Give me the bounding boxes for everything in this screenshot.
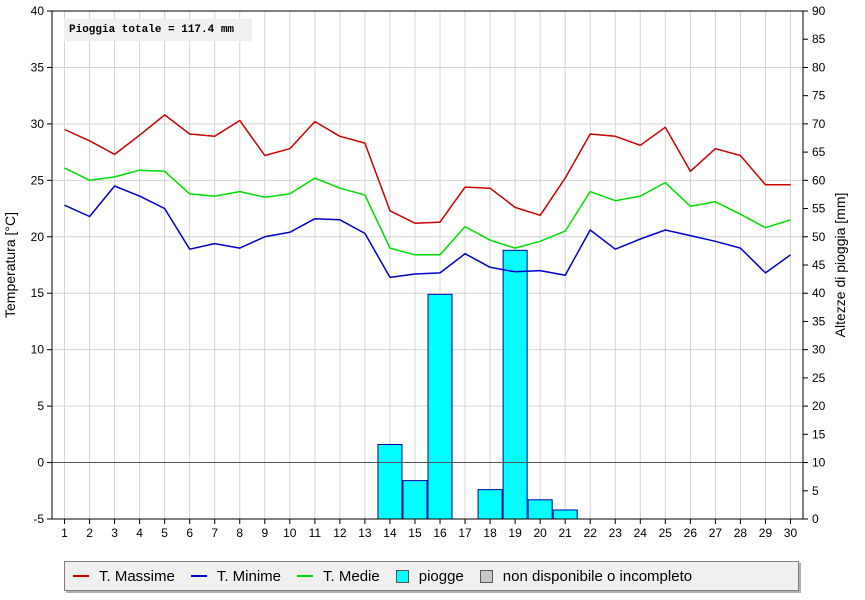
- x-tick-label: 22: [584, 526, 598, 540]
- legend-min-label: T. Minime: [216, 567, 282, 585]
- y-right-tick-label: 55: [812, 202, 826, 216]
- y-right-tick-label: 45: [812, 258, 826, 272]
- temperature-lines: [64, 114, 791, 279]
- y-right-tick-label: 5: [812, 484, 819, 498]
- y-right-tick-label: 20: [812, 399, 826, 413]
- rain-bar-day-19: [502, 249, 528, 520]
- x-tick-label: 2: [86, 526, 93, 540]
- y-right-tick-label: 25: [812, 371, 826, 385]
- x-tick-label: 4: [136, 526, 143, 540]
- x-tick-label: 17: [458, 526, 472, 540]
- rain-bar-day-18: [477, 489, 503, 520]
- y-left-tick-label: 0: [37, 456, 44, 470]
- legend-max-swatch: [73, 575, 89, 577]
- x-tick-label: 9: [261, 526, 268, 540]
- legend-missing-label: non disponibile o incompleto: [502, 567, 693, 585]
- legend-rain-swatch: [395, 569, 409, 583]
- x-tick-label: 20: [533, 526, 547, 540]
- legend-item-min: T. Minime: [190, 567, 282, 585]
- x-tick-label: 21: [559, 526, 573, 540]
- x-tick-label: 3: [111, 526, 118, 540]
- rain-bar-day-15: [402, 480, 428, 520]
- x-tick-label: 30: [784, 526, 798, 540]
- legend-rain-label: piogge: [418, 567, 464, 585]
- y-right-tick-label: 80: [812, 60, 826, 74]
- x-tick-label: 24: [634, 526, 648, 540]
- x-tick-label: 19: [508, 526, 522, 540]
- y-right-tick-label: 35: [812, 314, 826, 328]
- y-left-tick-label: 30: [31, 117, 45, 131]
- y-axis-right-label: Altezze di pioggia [mm]: [832, 193, 848, 338]
- total-rain-annotation: Pioggia totale = 117.4 mm: [64, 19, 252, 41]
- y-right-tick-label: 10: [812, 456, 826, 470]
- series-line-max: [64, 114, 791, 224]
- y-right-tick-label: 85: [812, 32, 826, 46]
- x-tick-label: 1: [61, 526, 68, 540]
- y-left-tick-label: 15: [31, 286, 45, 300]
- legend-mean-swatch: [297, 575, 314, 577]
- y-left-tick-label: 20: [31, 230, 45, 244]
- legend-max-label: T. Massime: [99, 567, 175, 585]
- rain-bar-day-16: [427, 293, 453, 520]
- y-left-tick-label: 10: [31, 343, 45, 357]
- legend-item-mean: T. Medie: [297, 568, 380, 585]
- x-tick-label: 25: [659, 526, 673, 540]
- axis-ticks: -505101520253035400510152025303540455055…: [31, 4, 826, 540]
- y-axis-left-label: Temperatura [°C]: [2, 212, 18, 318]
- y-left-tick-label: 35: [31, 60, 45, 74]
- legend-missing-swatch: [479, 569, 493, 583]
- y-left-tick-label: 40: [31, 4, 45, 18]
- legend-item-missing: non disponibile o incompleto: [479, 567, 693, 585]
- x-tick-label: 27: [709, 526, 723, 540]
- x-tick-label: 26: [684, 526, 698, 540]
- y-left-tick-label: -5: [33, 512, 44, 526]
- legend-item-rain: piogge: [395, 567, 464, 585]
- x-tick-label: 6: [186, 526, 193, 540]
- x-tick-label: 29: [759, 526, 773, 540]
- x-tick-label: 8: [236, 526, 243, 540]
- y-right-tick-label: 70: [812, 117, 826, 131]
- x-tick-label: 14: [383, 526, 397, 540]
- x-tick-label: 5: [161, 526, 168, 540]
- x-tick-label: 13: [358, 526, 372, 540]
- y-right-tick-label: 0: [812, 512, 819, 526]
- y-right-tick-label: 50: [812, 230, 826, 244]
- rain-bar-day-21: [552, 509, 578, 520]
- x-tick-label: 12: [333, 526, 347, 540]
- series-line-min: [64, 185, 791, 279]
- legend-min-swatch: [190, 575, 207, 577]
- x-tick-label: 16: [433, 526, 447, 540]
- y-right-tick-label: 40: [812, 286, 826, 300]
- y-right-tick-label: 30: [812, 343, 826, 357]
- x-tick-label: 11: [309, 526, 322, 540]
- rain-bar-day-20: [527, 499, 553, 520]
- rain-bar-day-14: [377, 443, 403, 520]
- x-tick-label: 15: [408, 526, 422, 540]
- y-left-tick-label: 5: [37, 399, 44, 413]
- rain-bars: [377, 249, 578, 520]
- x-tick-label: 7: [211, 526, 218, 540]
- legend-mean-label: T. Medie: [323, 567, 380, 585]
- x-tick-label: 18: [483, 526, 497, 540]
- legend-item-max: T. Massime: [73, 568, 175, 585]
- y-right-tick-label: 60: [812, 173, 826, 187]
- y-right-tick-label: 90: [812, 4, 826, 18]
- y-right-tick-label: 75: [812, 89, 826, 103]
- y-right-tick-label: 15: [812, 427, 826, 441]
- legend: T. Massime T. Minime T. Medie piogge non…: [64, 561, 799, 591]
- y-right-tick-label: 65: [812, 145, 826, 159]
- x-tick-label: 23: [609, 526, 623, 540]
- x-tick-label: 10: [283, 526, 297, 540]
- x-tick-label: 28: [734, 526, 748, 540]
- series-line-mean: [64, 167, 791, 256]
- y-left-tick-label: 25: [31, 173, 45, 187]
